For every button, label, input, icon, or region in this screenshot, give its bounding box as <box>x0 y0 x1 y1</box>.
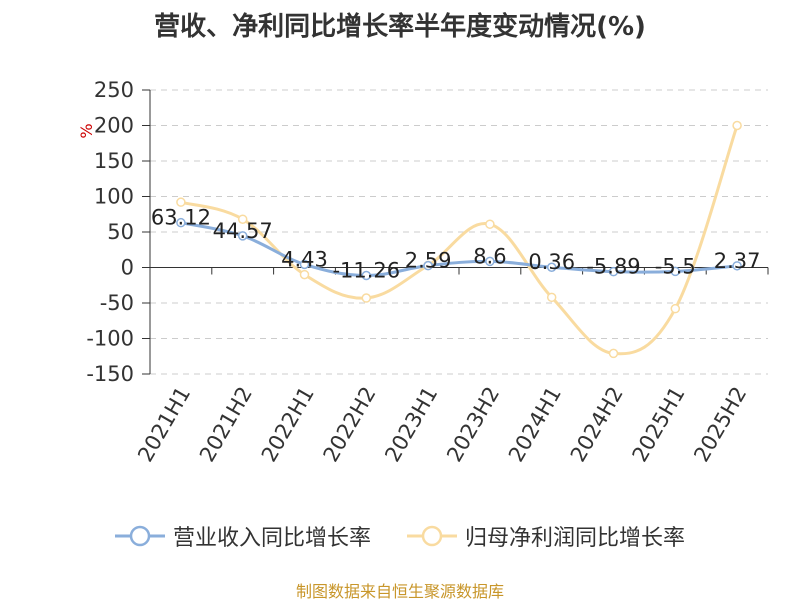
y-tick-label: -100 <box>86 327 134 351</box>
data-point-0 <box>485 256 495 267</box>
data-point-1 <box>670 303 681 314</box>
y-tick-label: 150 <box>94 149 134 173</box>
legend-label-revenue: 营业收入同比增长率 <box>172 526 371 551</box>
x-tick-label: 2025H1 <box>628 383 690 467</box>
data-label: 2.59 <box>405 249 452 273</box>
data-point-0 <box>546 262 557 272</box>
data-point-1 <box>176 197 186 207</box>
data-point-1 <box>732 120 742 131</box>
legend-item-net-profit[interactable]: 归母净利润同比增长率 <box>407 520 685 552</box>
data-source-note: 制图数据来自恒生聚源数据库 <box>295 582 504 601</box>
data-point-1 <box>299 269 310 280</box>
data-label: -5.89 <box>586 255 640 279</box>
x-tick-label: 2024H1 <box>504 383 566 467</box>
data-label: 0.36 <box>528 250 575 274</box>
data-point-1 <box>237 214 248 224</box>
x-tick-label: 2024H2 <box>566 383 628 467</box>
legend-item-revenue[interactable]: 营业收入同比增长率 <box>114 520 371 552</box>
data-point-0 <box>361 270 372 281</box>
y-tick-label: 200 <box>94 114 134 138</box>
y-tick-label: 50 <box>107 220 134 244</box>
data-point-1 <box>361 293 372 303</box>
x-tick-label: 2025H2 <box>689 383 751 467</box>
data-point-1 <box>608 348 619 359</box>
data-label: -5.5 <box>655 254 696 278</box>
data-label: 8.6 <box>473 244 506 268</box>
x-tick-label: 2021H1 <box>133 383 195 467</box>
x-tick-label: 2022H1 <box>257 383 319 467</box>
data-point-0 <box>176 217 186 228</box>
y-tick-label: 0 <box>121 256 134 280</box>
x-tick-label: 2022H2 <box>319 383 381 467</box>
x-tick-label: 2023H2 <box>442 383 504 467</box>
y-tick-label: -150 <box>86 362 134 386</box>
y-axis-label: % <box>77 123 96 138</box>
x-tick-label: 2023H1 <box>380 383 442 467</box>
chart-title: 营收、净利同比增长率半年度变动情况(%) <box>154 12 646 42</box>
data-label: -11.26 <box>332 258 400 282</box>
data-point-0 <box>299 259 310 270</box>
data-point-0 <box>237 231 248 241</box>
data-point-0 <box>732 261 742 271</box>
legend-swatch-net-profit <box>407 525 457 547</box>
y-tick-label: 100 <box>94 185 134 209</box>
data-point-1 <box>546 292 557 303</box>
data-point-0 <box>608 266 619 277</box>
data-label: 4.43 <box>281 247 328 271</box>
legend: 营业收入同比增长率 归母净利润同比增长率 <box>0 520 800 552</box>
data-label: 63.12 <box>151 206 211 230</box>
series-line-0 <box>180 221 738 277</box>
data-point-1 <box>485 219 495 229</box>
y-tick-label: 250 <box>94 78 134 102</box>
legend-swatch-revenue <box>114 525 165 547</box>
data-label: 44.57 <box>213 219 273 243</box>
y-tick-label: -50 <box>100 291 134 315</box>
legend-label-net-profit: 归母净利润同比增长率 <box>465 526 686 551</box>
data-point-0 <box>423 260 433 271</box>
data-label: 2.37 <box>714 249 761 273</box>
x-tick-label: 2021H2 <box>195 383 257 467</box>
data-point-0 <box>670 266 681 277</box>
